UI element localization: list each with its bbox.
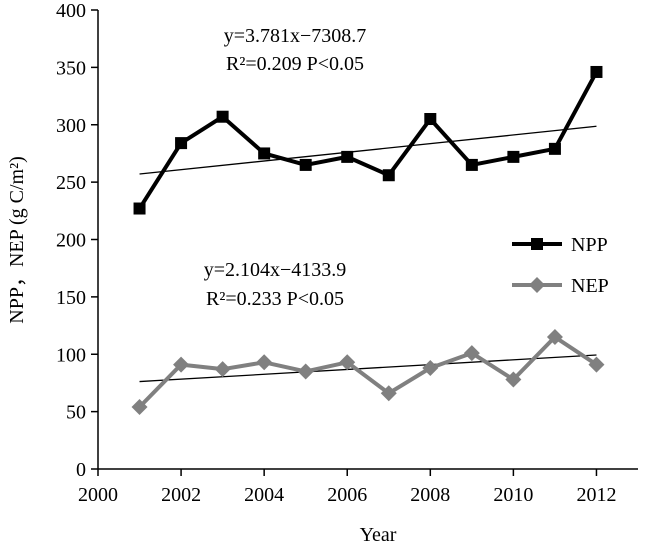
- npp-point: [507, 150, 520, 163]
- nep-trend-stats: R²=0.233 P<0.05: [206, 288, 344, 310]
- x-axis-label: Year: [360, 524, 397, 546]
- y-tick-label: 300: [56, 115, 86, 137]
- x-tick-label: 2010: [493, 484, 533, 506]
- y-tick-label: 50: [66, 402, 86, 424]
- nep-trend-line: [139, 354, 597, 383]
- npp-point: [424, 113, 437, 126]
- npp-point: [175, 137, 188, 150]
- y-tick-label: 150: [56, 287, 86, 309]
- nep-trend-equation: y=2.104x−4133.9: [204, 259, 347, 281]
- x-tick-label: 2008: [410, 484, 450, 506]
- npp-point: [133, 202, 146, 215]
- legend: NPP NEP: [512, 234, 609, 297]
- x-tick-label: 2012: [576, 484, 616, 506]
- npp-point: [548, 142, 561, 155]
- npp-series-line: [137, 71, 599, 210]
- npp-point: [465, 158, 478, 171]
- nep-point: [173, 356, 190, 373]
- series-markers: [131, 65, 605, 416]
- npp-point: [258, 147, 271, 160]
- nep-point: [463, 345, 480, 362]
- nep-point: [422, 360, 439, 377]
- x-tick-label: 2004: [244, 484, 284, 506]
- nep-point: [588, 356, 605, 373]
- nep-point: [339, 354, 356, 371]
- y-tick-label: 400: [56, 0, 86, 22]
- legend-marker-nep: [529, 277, 545, 293]
- legend-marker-npp: [531, 238, 543, 250]
- nep-point: [214, 361, 231, 378]
- npp-point: [590, 65, 603, 78]
- npp-point: [299, 158, 312, 171]
- nep-point: [256, 354, 273, 371]
- npp-point: [216, 110, 229, 123]
- x-tick-label: 2002: [161, 484, 201, 506]
- axes: 0 50 100 150 200 250 300 350 400 2000 2002 2004 2006…: [56, 0, 638, 506]
- x-tick-label: 2006: [327, 484, 367, 506]
- legend-label-npp: NPP: [571, 234, 608, 256]
- npp-point: [341, 150, 354, 163]
- y-tick-label: 350: [56, 57, 86, 79]
- nep-point: [131, 399, 148, 416]
- y-axis-label: NPP，NEP (g C/m²): [6, 156, 28, 324]
- series-lines: [137, 71, 599, 409]
- legend-label-nep: NEP: [571, 275, 609, 297]
- x-tick-label: 2000: [78, 484, 118, 506]
- y-tick-label: 100: [56, 344, 86, 366]
- npp-trend-stats: R²=0.209 P<0.05: [226, 53, 364, 75]
- trend-lines: [139, 125, 597, 383]
- npp-trend-line: [139, 125, 597, 175]
- npp-trend-equation: y=3.781x−7308.7: [224, 25, 367, 47]
- y-tick-label: 0: [76, 459, 86, 481]
- nep-point: [505, 371, 522, 388]
- y-tick-label: 200: [56, 230, 86, 252]
- nep-point: [297, 363, 314, 380]
- y-tick-label: 250: [56, 172, 86, 194]
- nep-series-line: [138, 335, 598, 409]
- nep-point: [380, 385, 397, 402]
- nep-point: [546, 329, 563, 346]
- npp-point: [382, 169, 395, 182]
